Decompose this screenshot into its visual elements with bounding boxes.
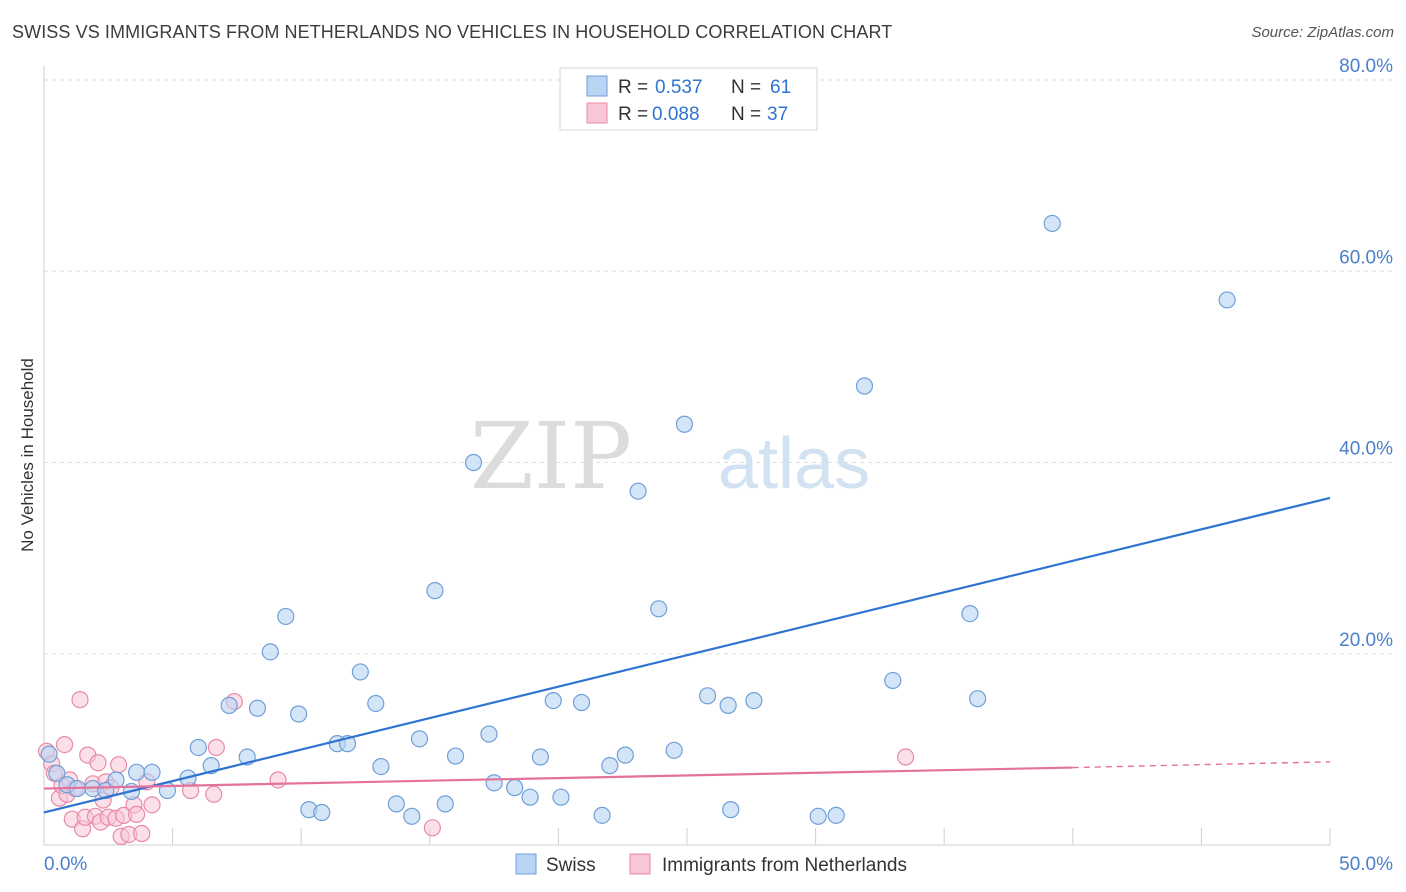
legend-neth-swatch <box>629 853 651 875</box>
swiss-point <box>40 745 58 763</box>
netherlands-point <box>143 796 161 814</box>
swiss-point <box>1043 214 1061 233</box>
y-tick-label: 80.0% <box>1339 56 1393 77</box>
swiss-point <box>426 582 444 600</box>
swiss-point <box>544 692 562 710</box>
swiss-point <box>277 607 295 626</box>
netherlands-point <box>207 738 225 757</box>
neth-swatch <box>586 102 608 124</box>
netherlands-point <box>71 691 89 709</box>
swiss-point <box>220 696 238 714</box>
swiss-point <box>351 663 369 681</box>
swiss-point <box>601 757 619 775</box>
swiss-point <box>485 774 503 792</box>
swiss-point <box>387 795 405 813</box>
swiss-point <box>572 693 591 712</box>
swiss-point <box>446 747 465 765</box>
chart-title: SWISS VS IMMIGRANTS FROM NETHERLANDS NO … <box>12 22 893 42</box>
y-tick-label: 60.0% <box>1339 247 1393 268</box>
swiss-point <box>531 748 549 766</box>
swiss-point <box>675 415 694 433</box>
netherlands-trend-extension <box>1072 761 1331 769</box>
netherlands-point <box>269 771 287 789</box>
swiss-point <box>313 803 331 822</box>
swiss-point <box>480 725 498 743</box>
swiss-point <box>372 757 390 776</box>
watermark: ZIP atlas <box>470 403 870 510</box>
neth-r-value: 0.088 <box>652 104 700 125</box>
swiss-point <box>961 604 979 623</box>
swiss-point <box>521 788 539 806</box>
netherlands-point <box>423 819 441 837</box>
swiss-point <box>722 801 740 819</box>
swiss-point <box>107 771 125 789</box>
swiss-n-value: 61 <box>770 77 791 98</box>
netherlands-point <box>127 805 146 824</box>
swiss-swatch <box>586 75 608 97</box>
series-legend: Swiss Immigrants from Netherlands <box>515 853 907 876</box>
swiss-point <box>464 453 483 472</box>
neth-r-label: R = <box>618 104 648 125</box>
swiss-point <box>367 694 385 713</box>
swiss-point <box>248 699 267 717</box>
netherlands-trend-line <box>43 766 1073 790</box>
swiss-point <box>809 807 827 825</box>
stats-legend: R = 0.537 N = 61 R = 0.088 N = 37 <box>559 67 818 131</box>
series-swiss-points <box>40 214 1236 825</box>
swiss-point <box>1218 291 1236 309</box>
tick-labels: 20.0% 40.0% 60.0% 80.0% 0.0% 50.0% <box>44 56 1393 875</box>
swiss-r-value: 0.537 <box>655 77 703 98</box>
swiss-point <box>650 600 668 618</box>
swiss-point <box>969 690 987 708</box>
swiss-trend-line <box>43 496 1331 814</box>
x-tick-label-max: 50.0% <box>1339 854 1393 875</box>
swiss-point <box>698 687 717 705</box>
neth-n-label: N = <box>731 104 761 125</box>
swiss-point <box>127 763 146 781</box>
legend-swiss-swatch <box>515 853 537 875</box>
trend-lines <box>43 496 1331 814</box>
swiss-point <box>506 779 524 797</box>
swiss-point <box>629 482 647 500</box>
netherlands-point <box>55 735 74 754</box>
y-tick-label: 20.0% <box>1339 630 1393 651</box>
swiss-point <box>403 807 421 825</box>
swiss-r-label: R = <box>618 77 648 98</box>
swiss-point <box>552 788 570 806</box>
swiss-n-label: N = <box>731 77 761 98</box>
swiss-point <box>261 643 279 661</box>
source-credit: Source: ZipAtlas.com <box>1251 24 1394 41</box>
swiss-point <box>436 795 454 813</box>
netherlands-point <box>109 756 128 774</box>
neth-n-value: 37 <box>767 104 788 125</box>
swiss-point <box>719 696 737 714</box>
watermark-atlas: atlas <box>718 424 870 504</box>
swiss-point <box>410 730 429 748</box>
legend-neth-label: Immigrants from Netherlands <box>662 855 907 876</box>
swiss-point <box>884 671 902 690</box>
swiss-point <box>827 806 845 824</box>
swiss-point <box>290 705 308 723</box>
y-tick-label: 40.0% <box>1339 439 1393 460</box>
watermark-zip: ZIP <box>470 403 632 510</box>
swiss-point <box>48 764 66 782</box>
swiss-point <box>189 738 207 757</box>
swiss-point <box>143 763 161 781</box>
swiss-point <box>665 741 683 759</box>
netherlands-point <box>897 748 915 766</box>
x-tick-label-min: 0.0% <box>44 854 87 875</box>
swiss-point <box>616 746 634 764</box>
netherlands-point <box>205 785 223 803</box>
swiss-point <box>593 806 611 824</box>
gridlines <box>44 79 1392 655</box>
swiss-point <box>745 692 763 710</box>
series-netherlands-points <box>37 691 915 845</box>
swiss-point <box>855 377 874 395</box>
netherlands-point <box>133 824 151 843</box>
netherlands-point <box>89 754 107 772</box>
legend-swiss-label: Swiss <box>546 855 596 876</box>
axes <box>43 66 1331 846</box>
